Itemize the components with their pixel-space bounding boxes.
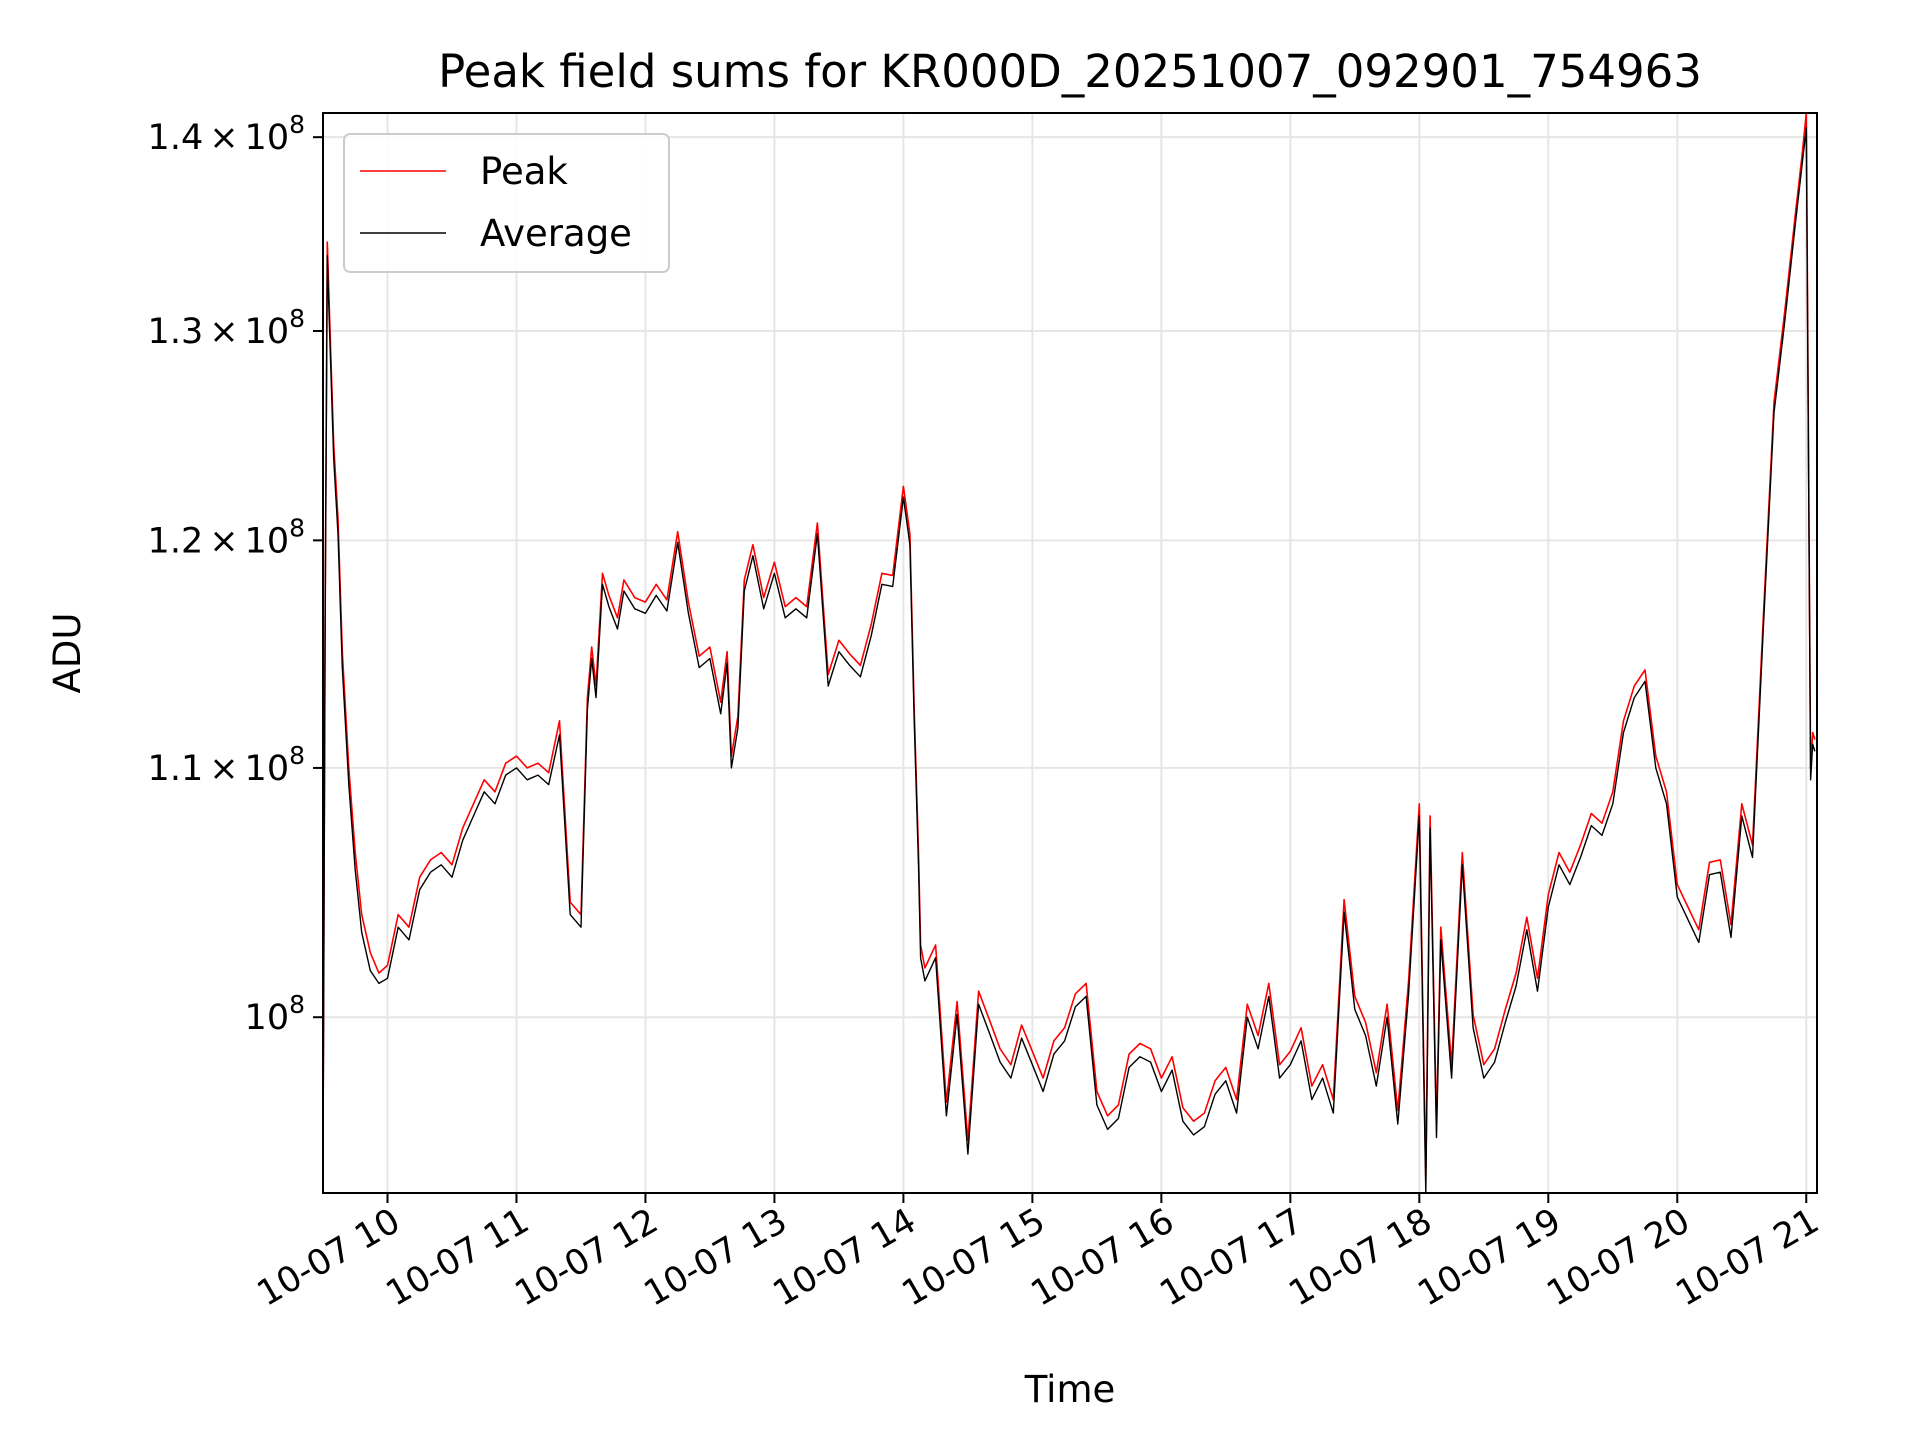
legend-label-average: Average — [480, 212, 632, 255]
series-line-peak — [322, 112, 1816, 1180]
y-axis: 108 1.1 × 108 1.2 × 108 1.3 × 108 1.4 × 108 — [148, 110, 323, 1038]
y-tick-label: 1.3 × 108 — [148, 304, 305, 352]
y-tick-label: 108 — [245, 990, 305, 1038]
x-tick-label: 10-07 17 — [1154, 1201, 1310, 1314]
x-tick-label: 10-07 20 — [1540, 1201, 1696, 1314]
y-tick-label: 1.4 × 108 — [148, 110, 305, 158]
x-tick-label: 10-07 11 — [380, 1201, 536, 1314]
x-tick-label: 10-07 16 — [1025, 1201, 1181, 1314]
x-tick-label: 10-07 18 — [1283, 1201, 1439, 1314]
y-axis-label: ADU — [46, 613, 89, 694]
series-group — [322, 112, 1816, 1194]
x-tick-label: 10-07 12 — [509, 1201, 665, 1314]
legend-box — [343, 133, 670, 273]
grid — [323, 113, 1817, 1193]
x-tick-label: 10-07 19 — [1412, 1201, 1568, 1314]
series-line-average — [322, 127, 1816, 1194]
x-tick-label: 10-07 14 — [767, 1201, 923, 1314]
plot-frame — [322, 112, 1818, 1194]
x-tick-label: 10-07 21 — [1669, 1201, 1825, 1314]
x-tick-label: 10-07 13 — [638, 1201, 794, 1314]
x-axis-label: Time — [1024, 1368, 1116, 1411]
y-tick-label: 1.1 × 108 — [148, 741, 305, 789]
x-tick-label: 10-07 10 — [251, 1201, 407, 1314]
y-tick-label: 1.2 × 108 — [148, 513, 305, 561]
legend-label-peak: Peak — [480, 150, 568, 193]
x-tick-label: 10-07 15 — [896, 1201, 1052, 1314]
legend: Peak Average — [343, 133, 670, 273]
chart-title: Peak field sums for KR000D_20251007_0929… — [438, 45, 1702, 98]
